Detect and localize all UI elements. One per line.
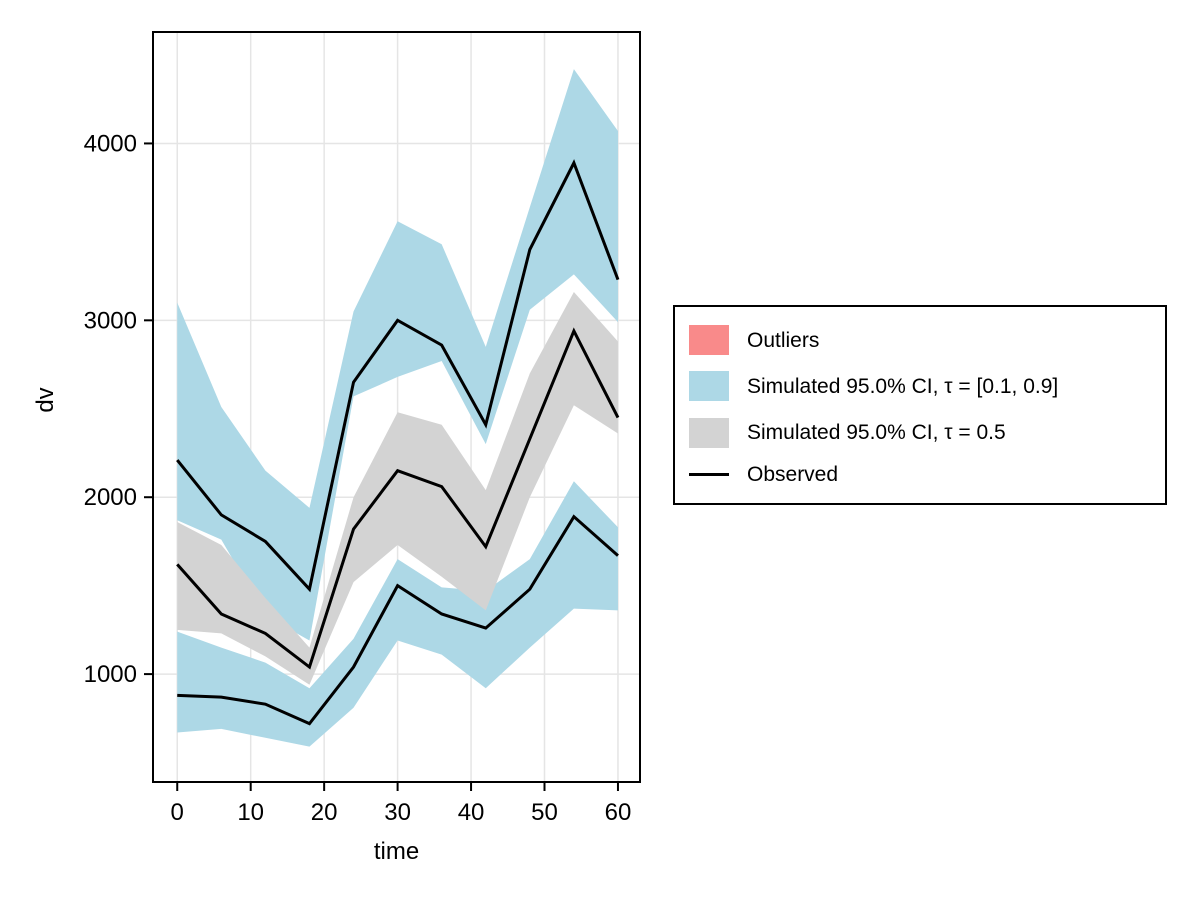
ci-band-2 xyxy=(177,292,618,685)
x-tick-label-20: 20 xyxy=(311,799,338,826)
legend-line-swatch-icon xyxy=(689,472,729,476)
legend-patch-swatch-icon xyxy=(689,371,729,402)
x-tick-label-40: 40 xyxy=(458,799,485,826)
y-tick-label-2000: 2000 xyxy=(84,484,137,511)
legend: Outliers Simulated 95.0% CI, τ = [0.1, 0.… xyxy=(673,305,1167,505)
legend-patch-swatch-icon xyxy=(689,417,729,448)
x-tick-label-60: 60 xyxy=(605,799,632,826)
legend-item-1: Simulated 95.0% CI, τ = [0.1, 0.9] xyxy=(689,371,1153,402)
legend-item-3: Observed xyxy=(689,464,1153,485)
legend-item-2: Simulated 95.0% CI, τ = 0.5 xyxy=(689,417,1153,448)
ci-bands xyxy=(177,69,618,747)
x-axis-label: time xyxy=(373,838,420,865)
ci-band-0 xyxy=(177,69,618,641)
y-axis-label: dv xyxy=(32,387,59,413)
legend-item-label: Simulated 95.0% CI, τ = [0.1, 0.9] xyxy=(747,374,1059,398)
y-tick-label-4000: 4000 xyxy=(84,130,137,157)
x-tick-label-30: 30 xyxy=(384,799,411,826)
y-tick-label-3000: 3000 xyxy=(84,307,137,334)
plot-border xyxy=(152,31,641,783)
x-tick-label-50: 50 xyxy=(531,799,558,826)
x-tick-label-10: 10 xyxy=(237,799,264,826)
ci-band-1 xyxy=(177,481,618,747)
tick-labels: 0 10 20 30 40 50 60 1000 2000 3000 4000 xyxy=(84,130,632,826)
legend-item-label: Simulated 95.0% CI, τ = 0.5 xyxy=(747,421,1006,445)
y-tick-label-1000: 1000 xyxy=(84,661,137,688)
x-tick-label-0: 0 xyxy=(171,799,184,826)
legend-item-0: Outliers xyxy=(689,325,1153,356)
legend-item-label: Outliers xyxy=(747,328,820,352)
legend-item-label: Observed xyxy=(747,462,839,486)
legend-patch-swatch-icon xyxy=(689,325,729,356)
observed-line-2 xyxy=(177,514,619,726)
axis-ticks xyxy=(144,142,619,791)
observed-line-1 xyxy=(176,327,620,670)
observed-line-0 xyxy=(176,159,620,593)
observed-lines xyxy=(176,159,620,726)
